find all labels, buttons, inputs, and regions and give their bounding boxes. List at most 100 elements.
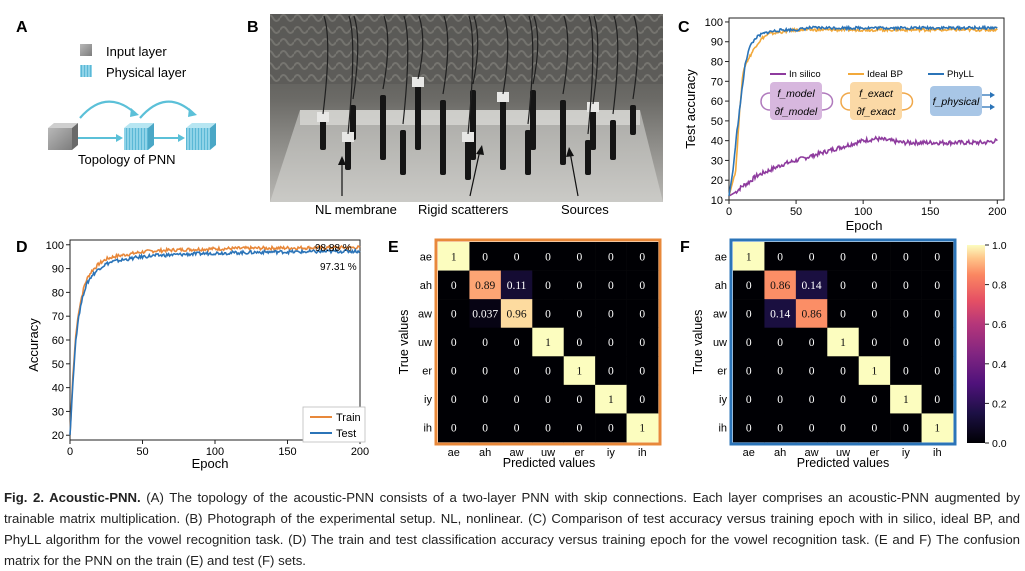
matrix-e-cell xyxy=(469,356,502,386)
matrix-f-cell-label: 0.86 xyxy=(770,280,790,292)
chart-c-series-ideal-bp xyxy=(728,26,998,197)
matrix-f-cell xyxy=(921,384,954,414)
matrix-f-row-label: er xyxy=(717,366,727,378)
matrix-f-cell xyxy=(764,413,797,443)
matrix-e-cell-label: 1 xyxy=(608,394,614,406)
matrix-f-cell xyxy=(858,413,891,443)
matrix-e-cell-label: 0 xyxy=(608,280,614,292)
cable xyxy=(347,15,354,135)
cable xyxy=(417,15,424,80)
colorbar-tick-label: 0.6 xyxy=(992,319,1007,331)
matrix-e-cell xyxy=(532,384,565,414)
legend-label-idealbp: Ideal BP xyxy=(867,69,903,80)
matrix-f-cell-label: 1 xyxy=(934,423,940,435)
matrix-e-col-label: ah xyxy=(479,447,491,459)
chart-d-ytick-label: 80 xyxy=(52,287,64,299)
matrix-e-cell-label: 0 xyxy=(639,337,645,349)
chart-f-xlabel: Predicted values xyxy=(797,456,889,470)
cable xyxy=(382,15,389,90)
scatterer-rod xyxy=(350,105,356,140)
matrix-e-col-label: aw xyxy=(510,447,524,459)
matrix-f-cell-label: 0.86 xyxy=(802,308,822,320)
matrix-e-cell-label: 0 xyxy=(514,251,520,263)
cable xyxy=(587,15,594,135)
chart-c-ytick-label: 30 xyxy=(711,155,723,167)
scatterer-rod xyxy=(470,90,476,160)
matrix-e-cell xyxy=(532,299,565,329)
caption-body: (A) The topology of the acoustic-PNN con… xyxy=(4,490,1020,568)
arrowhead-icon xyxy=(188,108,197,117)
panel-f-test-confusion-matrix: 1 0 0 0 0 0 0 0 0.86 0.14 0 0 0 0 0 0.14 0.86 0 0 0 0 0 0 0 1 0 0 0… xyxy=(691,238,1007,470)
chart-c-ytick-label: 90 xyxy=(711,37,723,49)
matrix-e-cell xyxy=(626,299,659,329)
matrix-e-cell-label: 0 xyxy=(608,366,614,378)
matrix-f-cell-label: 0.14 xyxy=(802,280,822,292)
matrix-f-cell-label: 0 xyxy=(903,337,909,349)
matrix-f-row-label: ae xyxy=(715,251,727,263)
matrix-f-cell xyxy=(764,356,797,386)
matrix-e-cell-label: 0 xyxy=(514,423,520,435)
scatterer-rod xyxy=(400,130,406,175)
matrix-f-cell xyxy=(827,299,860,329)
matrix-e-cell xyxy=(438,384,470,414)
matrix-f-cell xyxy=(733,384,765,414)
matrix-f-cell xyxy=(827,242,860,271)
matrix-e-cell-label: 1 xyxy=(451,251,457,263)
matrix-e-col-label: ih xyxy=(638,447,647,459)
matrix-f-cell-label: 0 xyxy=(903,280,909,292)
cable xyxy=(472,15,479,85)
chart-d-ytick-label: 20 xyxy=(52,430,64,442)
matrix-e-cell xyxy=(626,327,659,357)
chart-c-series-in-silico xyxy=(728,135,998,197)
matrix-e-row-label: ah xyxy=(420,280,432,292)
chart-c-xtick-label: 200 xyxy=(988,206,1006,218)
chart-d-xtick-label: 150 xyxy=(278,446,296,458)
matrix-f-cell xyxy=(858,384,891,414)
physical-forward-label: f_physical xyxy=(933,96,980,108)
cable xyxy=(527,15,534,125)
matrix-f-cell xyxy=(858,327,891,357)
matrix-e-cell-label: 0 xyxy=(639,394,645,406)
matrix-e-cell xyxy=(626,384,659,414)
matrix-e-cell xyxy=(438,413,470,443)
matrix-f-cell xyxy=(827,356,860,386)
chart-c-ytick-label: 20 xyxy=(711,175,723,187)
matrix-f-cell-label: 0 xyxy=(777,394,783,406)
matrix-f-cell xyxy=(733,327,765,357)
matrix-e-cell xyxy=(500,384,533,414)
matrix-e-cell-label: 0 xyxy=(545,394,551,406)
matrix-e-cell xyxy=(563,327,596,357)
matrix-f-row-label: aw xyxy=(713,308,727,320)
legend-label-phyll: PhyLL xyxy=(947,69,974,80)
chart-e-xlabel: Predicted values xyxy=(503,456,595,470)
matrix-e-cell xyxy=(469,270,502,300)
matrix-f-cell-label: 0 xyxy=(903,366,909,378)
scatterer-rod xyxy=(525,130,531,175)
matrix-f-row-label: uw xyxy=(713,337,727,349)
input-layer-legend-icon xyxy=(80,44,92,56)
matrix-f-cell-label: 0 xyxy=(746,394,752,406)
source-speaker xyxy=(497,92,509,102)
matrix-f-cell xyxy=(858,242,891,271)
matrix-e-cell-label: 1 xyxy=(577,366,583,378)
panel-label-a: A xyxy=(16,19,28,36)
matrix-f-cell-label: 0 xyxy=(934,280,940,292)
matrix-f-cell xyxy=(921,413,954,443)
matrix-e-cell xyxy=(500,413,533,443)
chart-d-ytick-label: 40 xyxy=(52,383,64,395)
matrix-e-row-label: aw xyxy=(418,308,432,320)
exact-backward-label: ∂f_exact xyxy=(856,106,896,118)
matrix-f-cell xyxy=(827,413,860,443)
matrix-f-cell xyxy=(764,299,797,329)
matrix-e-cell xyxy=(626,270,659,300)
matrix-f-cell-label: 0 xyxy=(934,394,940,406)
input-layer-legend-label: Input layer xyxy=(106,44,167,59)
cable xyxy=(532,15,539,85)
matrix-e-cell xyxy=(532,242,565,271)
matrix-f-cell-label: 0 xyxy=(872,337,878,349)
cable xyxy=(632,15,639,100)
scatterer-rod xyxy=(610,120,616,160)
matrix-e-cell xyxy=(595,327,627,357)
chart-c-ytick-label: 40 xyxy=(711,136,723,148)
matrix-f-cell xyxy=(795,327,828,357)
